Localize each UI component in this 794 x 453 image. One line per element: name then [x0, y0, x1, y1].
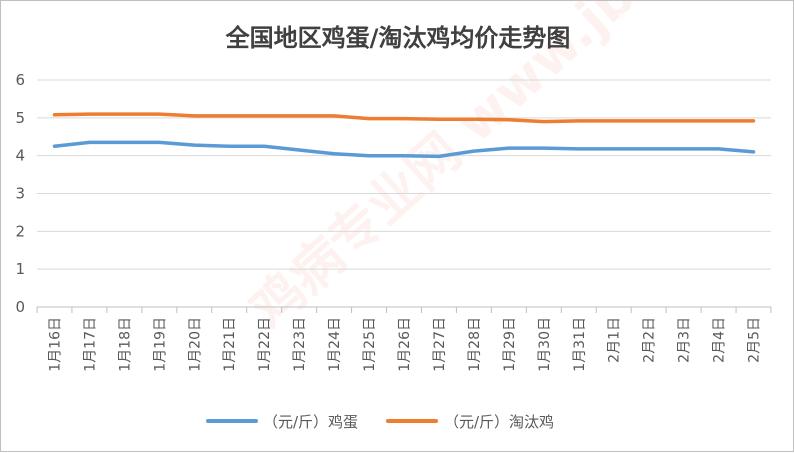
- x-tick-label: 1月24日: [327, 317, 343, 372]
- y-tick-label: 2: [15, 222, 25, 240]
- x-tick-label: 1月23日: [292, 317, 308, 372]
- x-tick-label: 1月27日: [432, 317, 448, 372]
- x-tick-label: 1月16日: [47, 317, 63, 372]
- x-tick-label: 1月28日: [467, 317, 483, 372]
- x-tick-label: 1月26日: [397, 317, 413, 372]
- x-tick-label: 2月2日: [642, 317, 658, 363]
- legend-label-1: （元/斤）鸡蛋: [263, 413, 358, 431]
- x-tick-label: 1月19日: [152, 317, 168, 372]
- y-tick-label: 5: [15, 109, 25, 127]
- legend-label-2: （元/斤）淘汰鸡: [444, 413, 554, 431]
- x-tick-label: 1月25日: [362, 317, 378, 372]
- x-tick-label: 2月5日: [747, 317, 763, 363]
- y-tick-label: 4: [15, 147, 25, 165]
- y-tick-label: 1: [15, 260, 25, 278]
- y-tick-label: 0: [15, 298, 25, 316]
- x-tick-label: 1月29日: [502, 317, 518, 372]
- x-tick-label: 2月4日: [712, 317, 728, 363]
- y-tick-label: 3: [15, 185, 25, 203]
- legend: （元/斤）鸡蛋 （元/斤）淘汰鸡: [208, 413, 554, 431]
- chart-title: 全国地区鸡蛋/淘汰鸡均价走势图: [225, 24, 571, 52]
- y-axis-ticks: 0 1 2 3 4 5 6: [15, 71, 25, 316]
- x-tick-label: 1月17日: [82, 317, 98, 372]
- x-tick-label: 2月3日: [677, 317, 693, 363]
- x-axis-ticks: 1月16日 1月17日 1月18日 1月19日 1月20日 1月21日 1月22日 1月23日…: [37, 307, 771, 372]
- x-tick-label: 2月1日: [607, 317, 623, 363]
- x-tick-label: 1月21日: [222, 317, 238, 372]
- x-tick-label: 1月22日: [257, 317, 273, 372]
- x-tick-label: 1月30日: [537, 317, 553, 372]
- y-tick-label: 6: [15, 71, 25, 89]
- x-tick-label: 1月18日: [117, 317, 133, 372]
- x-tick-label: 1月31日: [572, 317, 588, 372]
- x-tick-label: 1月20日: [187, 317, 203, 372]
